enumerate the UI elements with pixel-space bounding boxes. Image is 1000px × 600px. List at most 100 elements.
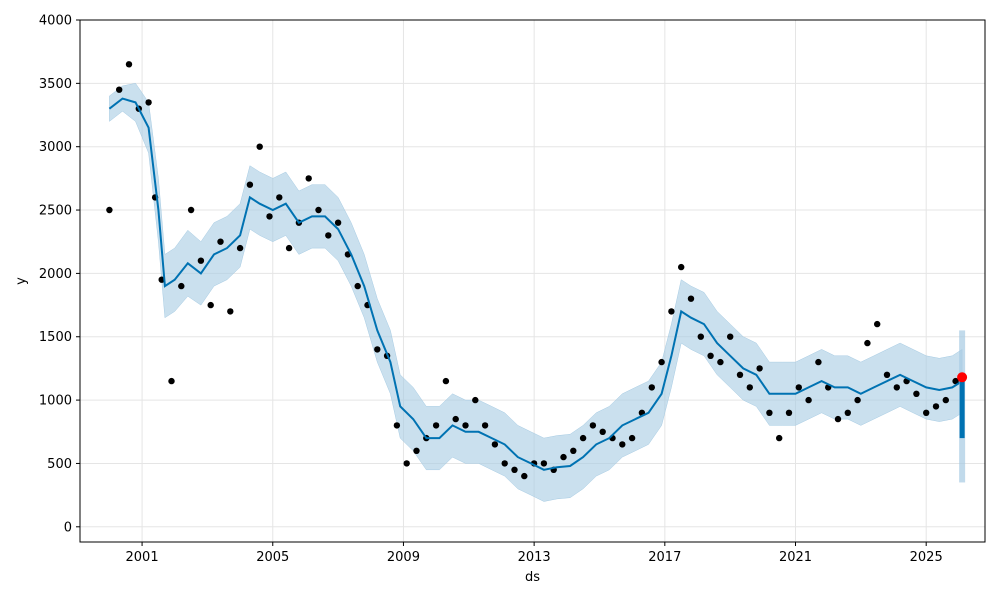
observed-point xyxy=(727,333,734,340)
forecast-tail-layer xyxy=(957,330,968,483)
observed-point xyxy=(883,371,891,378)
observed-point xyxy=(393,422,401,429)
observed-point xyxy=(619,441,626,448)
observed-point xyxy=(952,377,959,385)
observed-point xyxy=(266,213,273,220)
observed-point xyxy=(776,434,783,442)
observed-point xyxy=(217,238,224,245)
observed-point xyxy=(168,377,175,385)
observed-point xyxy=(668,308,675,315)
observed-point xyxy=(521,472,528,480)
observed-point xyxy=(766,409,773,416)
observed-point xyxy=(717,358,724,366)
observed-point xyxy=(756,365,763,372)
plot-frame xyxy=(79,19,986,543)
observed-point xyxy=(246,181,254,188)
observed-point xyxy=(815,358,822,366)
forecast-line xyxy=(108,97,963,471)
observed-point xyxy=(452,415,459,423)
observed-point xyxy=(687,295,695,302)
y-tick-label: 3000 xyxy=(39,140,72,155)
observed-point xyxy=(236,244,244,252)
observed-point xyxy=(599,428,606,435)
observed-point xyxy=(442,377,450,385)
observed-point xyxy=(795,384,802,391)
x-tick-label: 2001 xyxy=(126,550,159,565)
observed-point xyxy=(736,371,744,378)
x-tick-label: 2017 xyxy=(648,550,681,565)
y-axis-label: y xyxy=(14,277,29,285)
x-tick-label: 2025 xyxy=(910,550,943,565)
observed-point xyxy=(305,175,312,182)
axes-layer xyxy=(79,19,986,543)
y-tick-label: 4000 xyxy=(39,14,72,29)
observed-point xyxy=(491,441,499,448)
y-tick-label: 0 xyxy=(64,520,72,535)
observed-point xyxy=(187,206,195,214)
observed-point xyxy=(844,409,851,416)
observed-point xyxy=(125,61,133,68)
x-tick-label: 2005 xyxy=(256,550,289,565)
observed-point xyxy=(511,466,518,473)
x-tick-label: 2021 xyxy=(779,550,812,565)
observed-point xyxy=(334,219,342,226)
observed-point xyxy=(256,143,263,150)
observed-point xyxy=(648,384,655,391)
observed-point xyxy=(285,244,293,252)
observed-point xyxy=(923,409,930,416)
observed-point xyxy=(106,206,113,214)
observed-point xyxy=(501,460,508,467)
observed-point xyxy=(658,358,665,366)
observed-point xyxy=(678,263,685,271)
observed-point xyxy=(481,422,489,429)
observed-point xyxy=(403,460,410,467)
observed-point xyxy=(197,257,205,264)
observed-point xyxy=(893,384,900,391)
observed-point xyxy=(325,232,332,239)
observed-point xyxy=(472,396,479,404)
observed-point xyxy=(462,422,469,429)
observed-point xyxy=(579,434,587,442)
observed-point xyxy=(932,403,940,410)
observed-point xyxy=(874,320,881,328)
x-tick-label: 2013 xyxy=(518,550,551,565)
observed-point xyxy=(432,422,440,429)
observed-point xyxy=(354,282,361,290)
observed-point xyxy=(374,346,381,353)
observed-point xyxy=(276,194,283,201)
forecast-tail-yhat xyxy=(959,381,965,439)
observed-point xyxy=(178,282,185,290)
observed-point xyxy=(560,453,567,461)
observed-point xyxy=(913,390,920,397)
observed-point xyxy=(697,333,704,340)
observed-point xyxy=(116,86,123,93)
observed-point xyxy=(942,396,949,404)
observed-point xyxy=(207,301,214,309)
observed-point xyxy=(589,422,597,429)
y-tick-label: 2000 xyxy=(39,267,72,282)
observed-point xyxy=(805,396,812,404)
x-tick-label: 2009 xyxy=(387,550,420,565)
observed-point xyxy=(746,384,753,391)
observed-point xyxy=(570,447,577,454)
observed-point xyxy=(145,99,152,106)
y-tick-label: 1500 xyxy=(39,330,72,345)
observed-point xyxy=(315,206,322,214)
observed-point xyxy=(540,460,548,467)
highlight-point xyxy=(957,372,968,383)
x-axis-label: ds xyxy=(525,570,540,585)
observed-point xyxy=(854,396,861,404)
observed-point xyxy=(227,308,234,315)
observed-point xyxy=(628,434,636,442)
observed-point xyxy=(707,352,714,359)
tick-layer: 0 500 1000 1500 2000 2500 3000 3500 4000 2001 2005… xyxy=(39,14,943,566)
observed-point xyxy=(785,409,793,416)
forecast-line-layer xyxy=(108,97,963,471)
y-tick-label: 1000 xyxy=(39,394,72,409)
y-tick-label: 2500 xyxy=(39,204,72,219)
observed-point xyxy=(834,415,842,423)
observed-point xyxy=(413,447,420,454)
y-tick-label: 3500 xyxy=(39,77,72,92)
